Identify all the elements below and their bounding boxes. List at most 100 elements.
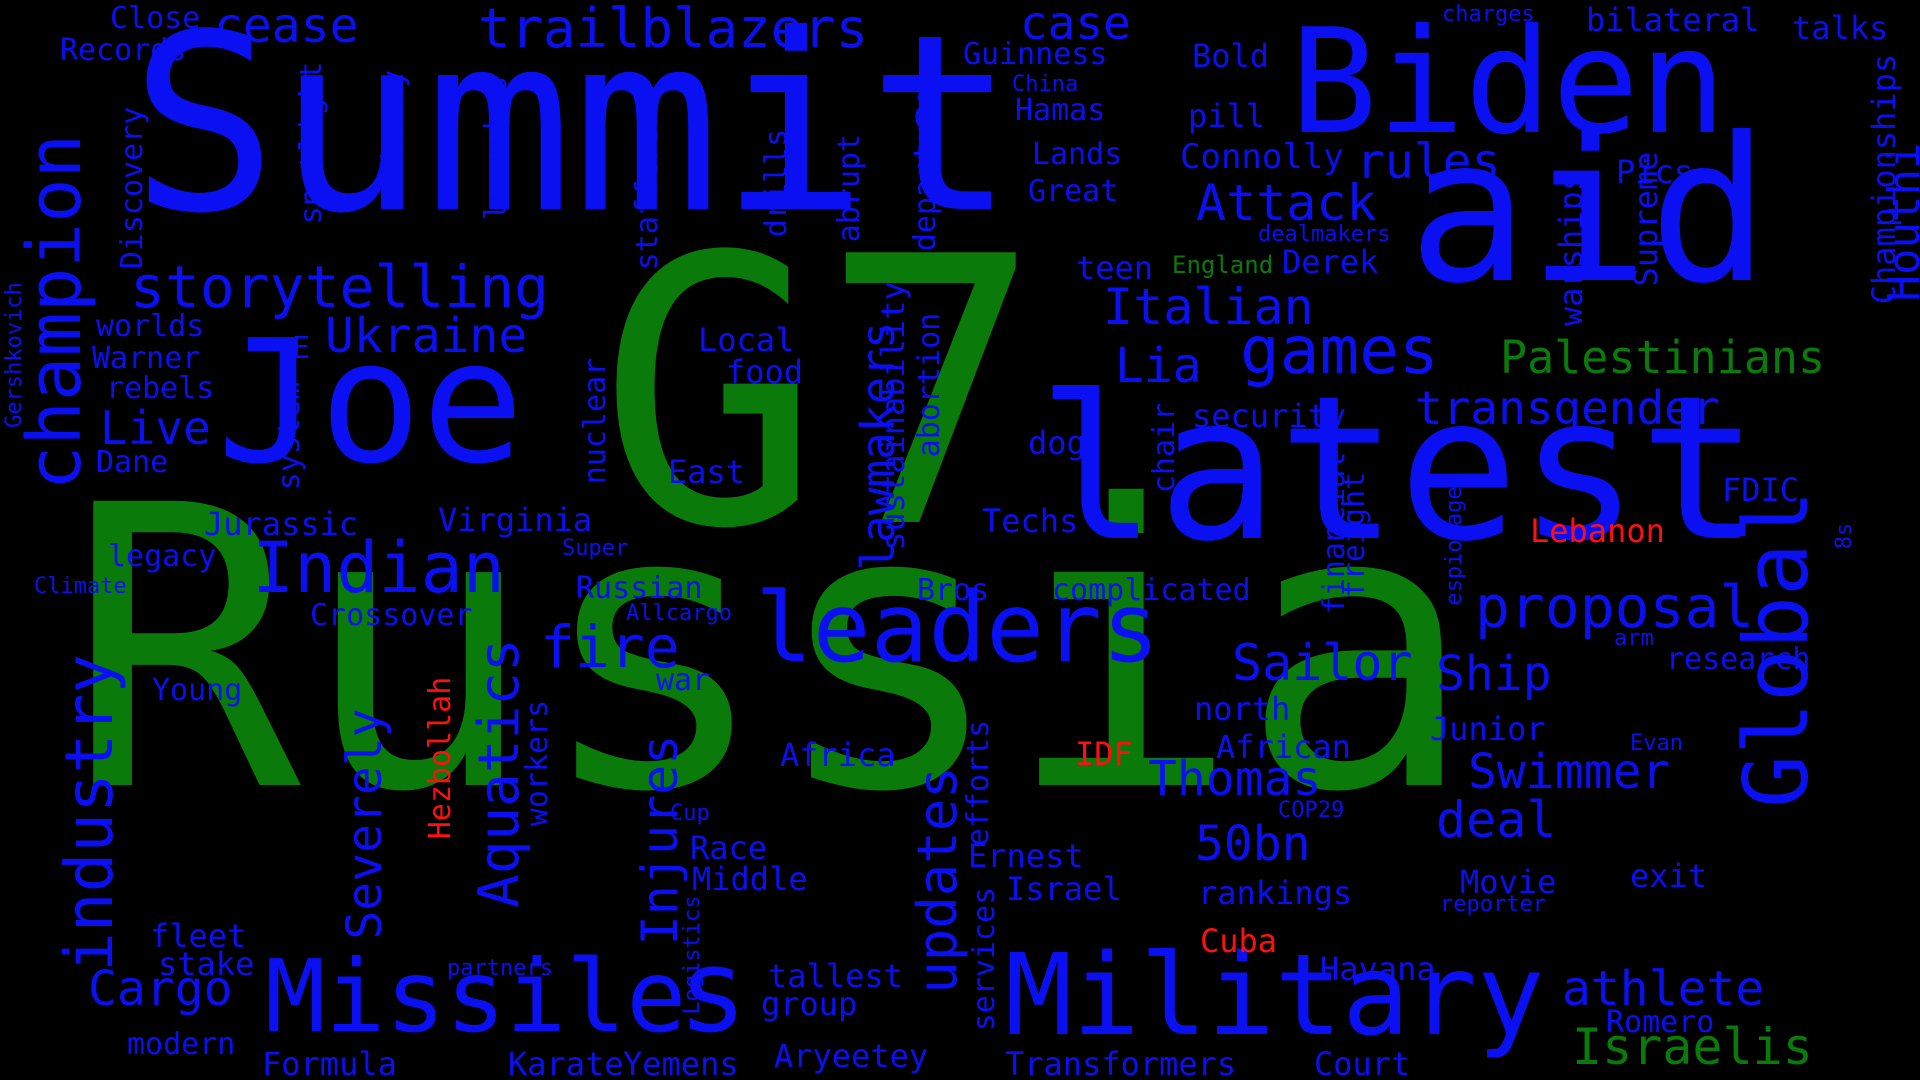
word-security: security xyxy=(1192,397,1347,435)
word-super: Super xyxy=(562,536,629,561)
word-group: group xyxy=(761,985,858,1023)
word-karate: Karate xyxy=(508,1045,624,1080)
word-storytelling: storytelling xyxy=(130,253,550,321)
word-charges: charges xyxy=(1442,2,1535,27)
word-proposal: proposal xyxy=(1475,573,1755,641)
word-efforts: efforts xyxy=(961,719,996,847)
word-gershkovich: Gershkovich xyxy=(2,282,27,428)
word-nuclear: nuclear xyxy=(578,357,613,485)
word-chair: chair xyxy=(1147,402,1182,494)
word-legacy: legacy xyxy=(108,539,217,574)
word-spotlight: spotlight xyxy=(294,61,329,225)
word-joe: Joe xyxy=(217,304,525,502)
word-updates: updates xyxy=(906,766,969,994)
word-injures: Injures xyxy=(631,734,689,946)
word-exit: exit xyxy=(1630,857,1708,895)
word-guinness: Guinness xyxy=(963,37,1108,72)
word-rebels: rebels xyxy=(106,371,215,406)
word-championships: Championships xyxy=(1865,53,1903,305)
word-logistics: Logistics xyxy=(680,895,705,1015)
word-court: Court xyxy=(1314,1045,1411,1080)
word-havana: Havana xyxy=(1320,950,1436,988)
word-worlds: worlds xyxy=(96,309,205,344)
word-race: Race xyxy=(690,829,768,867)
word-cargo: Cargo xyxy=(88,961,233,1017)
word-e: E xyxy=(292,331,311,366)
word-launches: launches xyxy=(479,75,514,221)
word-dog: dog xyxy=(1028,424,1086,462)
word-sailor: Sailor xyxy=(1232,634,1413,692)
word-g7: G7 xyxy=(598,180,1044,610)
word-ernest: Ernest xyxy=(968,837,1084,875)
word-dealmakers: dealmakers xyxy=(1258,222,1391,247)
word-aid: aid xyxy=(1408,95,1770,328)
word-pill: pill xyxy=(1188,97,1266,135)
word-complicated: complicated xyxy=(1052,573,1251,608)
word-liberty: Liberty xyxy=(376,69,411,197)
word-bros: Bros xyxy=(917,573,990,608)
word-russia: Russia xyxy=(66,423,1475,877)
word-warships: warships xyxy=(1552,171,1590,327)
word-young: Young xyxy=(152,673,243,708)
word-arm: arm xyxy=(1614,626,1654,651)
word-bilateral: bilateral xyxy=(1586,1,1760,39)
word-hamas: Hamas xyxy=(1015,93,1106,128)
word-g: G xyxy=(914,101,933,136)
word-african: African xyxy=(1216,728,1351,766)
word-games: games xyxy=(1240,312,1439,389)
word-climate: Climate xyxy=(34,574,127,599)
word-crossover: Crossover xyxy=(310,598,473,633)
word-leaders: leaders xyxy=(755,572,1160,684)
word-lia: Lia xyxy=(1115,338,1202,394)
word-china: China xyxy=(1012,72,1079,97)
word-live: Live xyxy=(100,401,211,455)
word-rankings: rankings xyxy=(1198,874,1353,912)
word-fleet: fleet xyxy=(150,917,247,955)
word-dane: Dane xyxy=(96,445,169,480)
word-russian: Russian xyxy=(576,571,703,606)
word-sustainability: sustainability xyxy=(874,281,912,551)
word-evan: Evan xyxy=(1630,731,1683,756)
word-abrupt: abrupt xyxy=(832,133,867,243)
word-fire: fire xyxy=(540,613,680,681)
word-u: U xyxy=(1410,470,1430,508)
word-missile: Missile xyxy=(265,938,687,1055)
word-palestinians: Palestinians xyxy=(1500,331,1826,384)
word-local: Local xyxy=(698,321,795,359)
word-israelis: Israelis xyxy=(1572,1018,1813,1076)
word-food: food xyxy=(726,353,804,391)
word-movie: Movie xyxy=(1460,863,1557,901)
word-severely: Severely xyxy=(337,708,393,940)
word-athlete: athlete xyxy=(1562,961,1765,1017)
word-aryeetey: Aryeetey xyxy=(774,1037,929,1075)
word-deal: deal xyxy=(1436,791,1557,849)
word-yemens: Yemens xyxy=(623,1045,739,1080)
word-close: Close xyxy=(110,1,201,36)
word-north: north xyxy=(1194,690,1291,728)
word-bold: Bold xyxy=(1192,37,1270,75)
word-middle: Middle xyxy=(692,860,808,898)
word-israel: Israel xyxy=(1006,870,1122,908)
word-biden: Biden xyxy=(1290,0,1727,167)
word-military: Military xyxy=(1005,931,1545,1061)
word-techs: Techs xyxy=(982,502,1079,540)
word-transgender: transgender xyxy=(1415,381,1720,435)
word-cease: cease xyxy=(214,0,359,54)
word-attack: Attack xyxy=(1196,174,1377,232)
word-pics: Pics xyxy=(1616,153,1694,191)
word-stake: stake xyxy=(158,945,255,983)
word-talks: talks xyxy=(1792,9,1889,47)
word-virginia: Virginia xyxy=(438,501,593,539)
word-discovery: Discovery xyxy=(115,106,150,270)
word-indian: Indian xyxy=(252,527,505,609)
word-east: East xyxy=(668,453,746,491)
word-summit: Summit xyxy=(130,0,1016,267)
word-cuba: Cuba xyxy=(1200,922,1278,960)
word-war: war xyxy=(656,663,711,698)
word-africa: Africa xyxy=(780,736,896,774)
word-ship: Ship xyxy=(1436,646,1552,702)
word-modern: modern xyxy=(127,1027,236,1062)
word-case: case xyxy=(1020,0,1131,50)
word-hezbollah: Hezbollah xyxy=(423,676,458,840)
